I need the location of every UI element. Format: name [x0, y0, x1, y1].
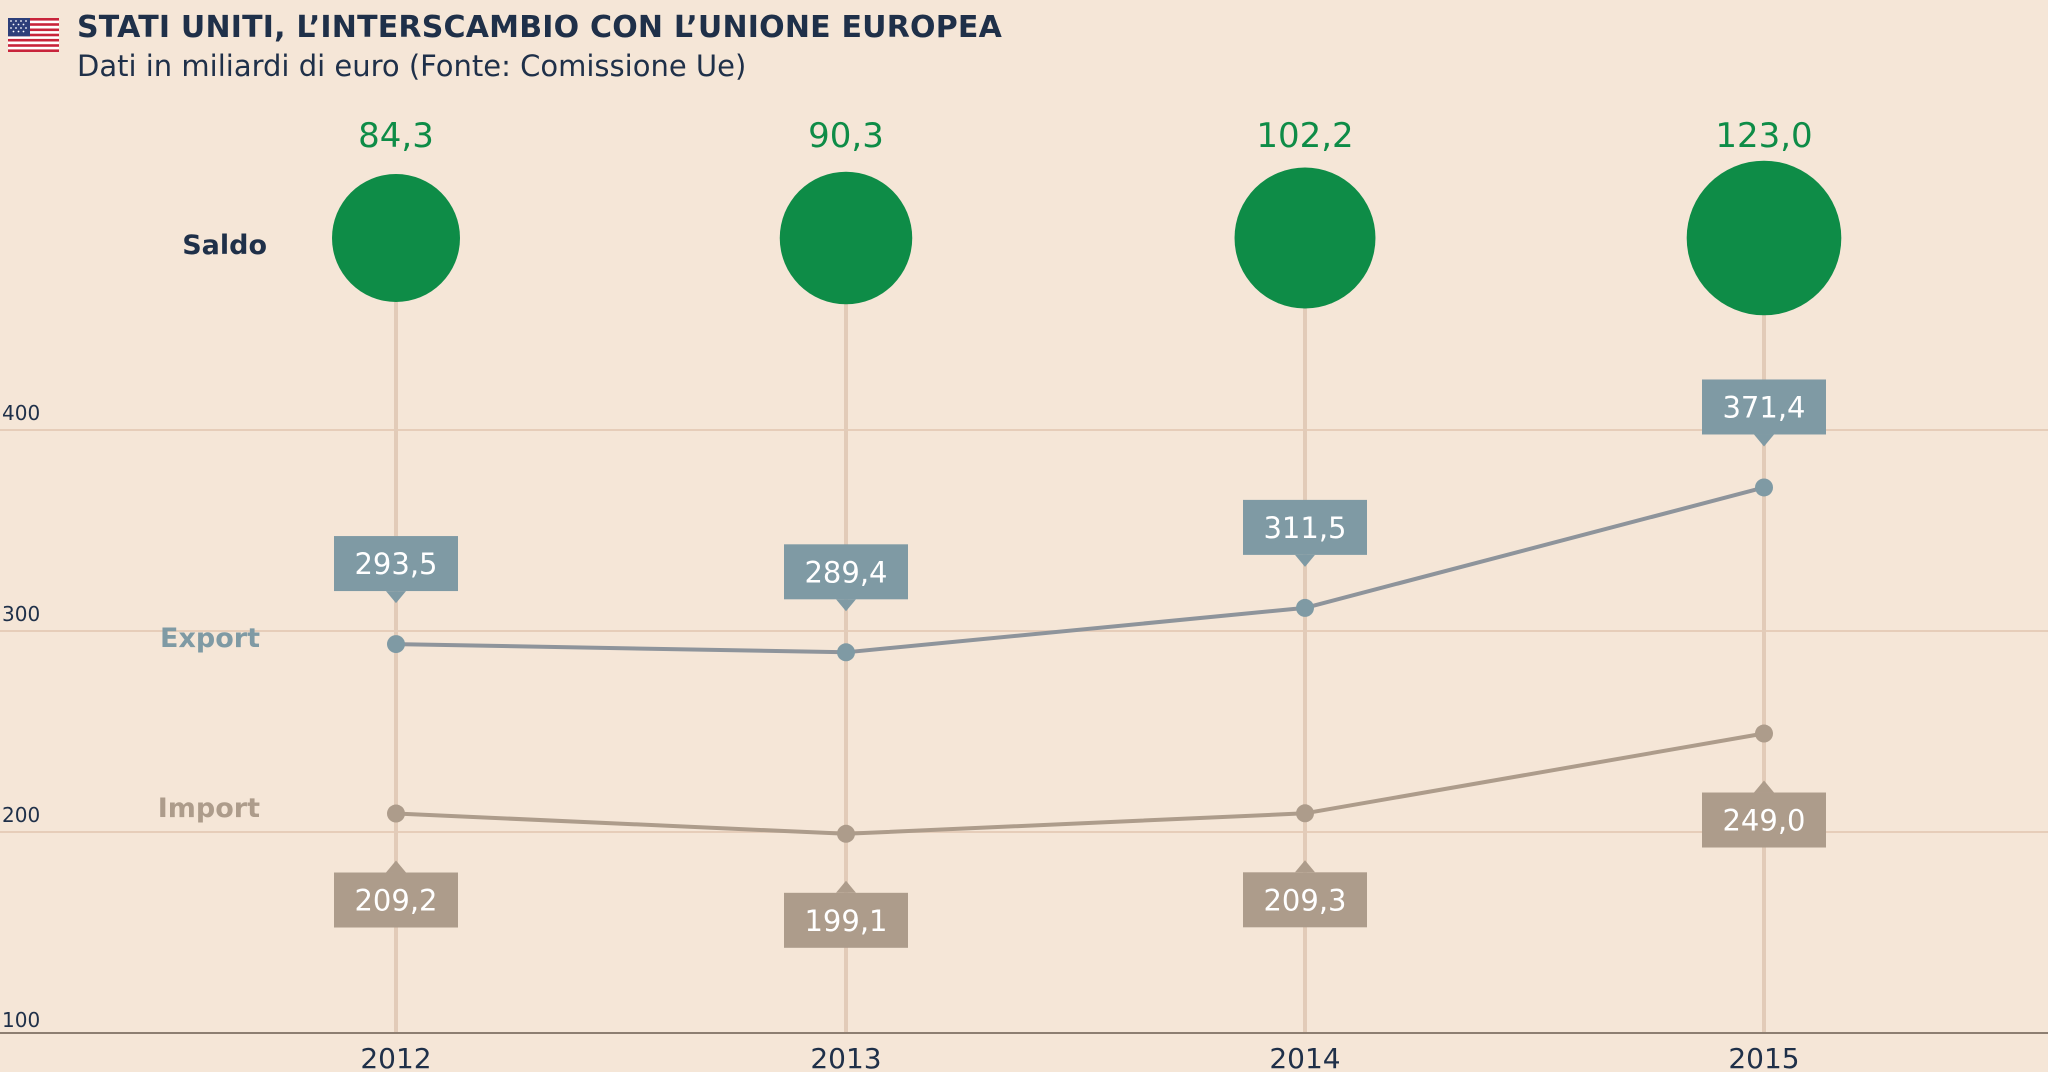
data-point-import — [387, 804, 405, 823]
chart-subtitle: Dati in miliardi di euro (Fonte: Comissi… — [77, 49, 747, 83]
data-point-export — [1296, 598, 1314, 617]
chart-header: STATI UNITI, L’INTERSCAMBIO CON L’UNIONE… — [0, 0, 2048, 100]
saldo-bubble — [1234, 167, 1376, 309]
x-tick-label: 2012 — [360, 1042, 431, 1072]
series-name-saldo: Saldo — [182, 230, 267, 261]
y-tick-label: 400 — [2, 401, 40, 425]
saldo-value-label: 84,3 — [358, 116, 434, 156]
y-tick-label: 100 — [2, 1008, 40, 1032]
callout-pointer — [1295, 860, 1315, 873]
callout-pointer — [836, 599, 856, 612]
series-line-import — [395, 731, 1765, 836]
data-point-export — [1755, 478, 1773, 497]
data-point-import — [1296, 804, 1314, 823]
callout-pointer — [386, 860, 406, 873]
value-callout — [784, 544, 908, 600]
data-point-export — [387, 635, 405, 654]
value-callout — [1702, 379, 1826, 435]
saldo-value-label: 123,0 — [1715, 116, 1812, 156]
data-point-export — [837, 643, 855, 662]
saldo-bubble — [332, 174, 460, 302]
x-tick-label: 2014 — [1269, 1042, 1340, 1072]
callout-pointer — [836, 880, 856, 893]
series-name-import: Import — [158, 793, 260, 824]
data-label-export: 289,4 — [804, 555, 887, 589]
data-label-export: 293,5 — [354, 547, 437, 581]
saldo-bubble — [1686, 160, 1842, 316]
data-label-import: 209,3 — [1263, 883, 1346, 917]
callout-pointer — [1754, 780, 1774, 793]
series-line-export — [395, 485, 1765, 655]
x-tick-label: 2013 — [810, 1042, 881, 1072]
value-callout — [1243, 872, 1367, 928]
data-label-export: 371,4 — [1722, 390, 1805, 424]
callout-pointer — [1754, 434, 1774, 447]
callout-pointer — [386, 591, 406, 604]
value-callout — [784, 892, 908, 948]
value-callout — [1702, 792, 1826, 848]
series-name-export: Export — [160, 623, 260, 654]
x-tick-label: 2015 — [1728, 1042, 1799, 1072]
data-label-import: 199,1 — [804, 904, 887, 938]
us-flag-icon — [8, 18, 59, 52]
data-label-import: 209,2 — [354, 884, 437, 918]
data-point-import — [1755, 724, 1773, 743]
saldo-value-label: 102,2 — [1256, 116, 1353, 156]
data-label-export: 311,5 — [1263, 511, 1346, 545]
chart-title: STATI UNITI, L’INTERSCAMBIO CON L’UNIONE… — [77, 10, 1003, 45]
y-tick-label: 200 — [2, 803, 40, 827]
saldo-bubble — [779, 171, 913, 305]
callout-pointer — [1295, 554, 1315, 567]
value-callout — [334, 536, 458, 592]
value-callout — [1243, 499, 1367, 555]
saldo-value-label: 90,3 — [808, 116, 884, 156]
data-point-import — [837, 824, 855, 843]
data-label-import: 249,0 — [1722, 804, 1805, 838]
value-callout — [334, 872, 458, 928]
y-tick-label: 300 — [2, 602, 40, 626]
